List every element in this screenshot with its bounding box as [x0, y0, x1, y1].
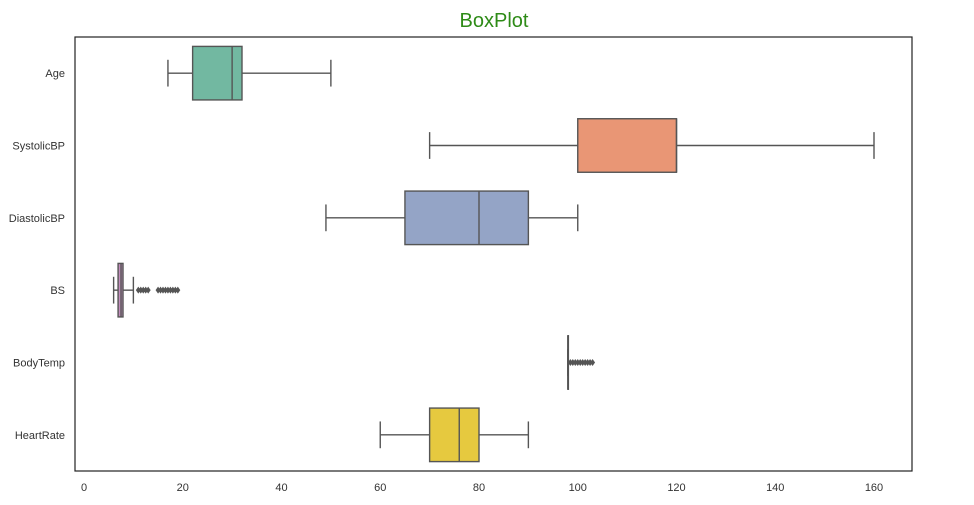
y-tick-label: SystolicBP — [12, 141, 65, 153]
x-tick-label: 0 — [81, 482, 87, 494]
y-tick-label: BodyTemp — [13, 358, 65, 370]
box — [428, 407, 480, 463]
box — [191, 45, 243, 101]
x-tick-label: 60 — [374, 482, 386, 494]
y-tick-label: DiastolicBP — [9, 213, 65, 225]
box — [404, 190, 530, 246]
outlier-marker — [175, 286, 181, 294]
x-tick-label: 160 — [865, 482, 883, 494]
y-tick-label: BS — [50, 285, 65, 297]
x-tick-label: 40 — [275, 482, 287, 494]
x-tick-label: 80 — [473, 482, 485, 494]
x-tick-label: 120 — [667, 482, 685, 494]
x-tick-label: 20 — [177, 482, 189, 494]
x-tick-label: 140 — [766, 482, 784, 494]
outlier-marker — [590, 359, 596, 366]
outlier-marker — [145, 286, 151, 294]
y-tick-label: HeartRate — [15, 430, 65, 442]
plot-frame — [74, 36, 913, 472]
chart-title: BoxPlot — [459, 10, 529, 32]
box — [577, 118, 678, 173]
x-tick-label: 100 — [569, 482, 587, 494]
y-tick-label: Age — [45, 68, 65, 80]
